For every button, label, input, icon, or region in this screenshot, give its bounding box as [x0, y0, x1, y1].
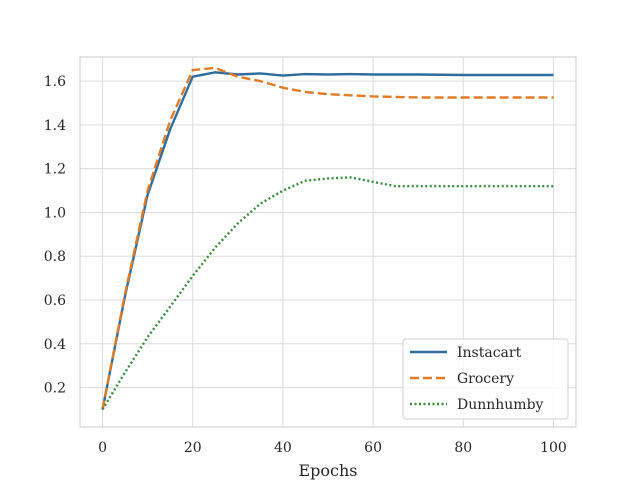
x-tick-label: 80: [454, 440, 472, 456]
gridlines: [80, 57, 576, 427]
series-line-dunnhumby: [101, 176, 554, 411]
x-tick-label: 60: [364, 440, 382, 456]
y-tick-label: 1.6: [44, 74, 66, 90]
y-tick-label: 0.8: [44, 249, 66, 265]
x-tick-label: 0: [98, 440, 107, 456]
y-tick-label: 1.0: [44, 205, 66, 221]
y-tick-label: 0.4: [44, 337, 66, 353]
plot-frame: [79, 56, 577, 428]
x-tick-label: 20: [184, 440, 202, 456]
x-tick-label: 100: [540, 440, 567, 456]
legend-label-grocery: Grocery: [457, 371, 514, 387]
legend-label-instacart: Instacart: [457, 345, 522, 361]
y-tick-label: 1.2: [44, 162, 66, 178]
legend-box: [402, 338, 569, 420]
x-tick-label: 40: [274, 440, 292, 456]
data-series: [101, 66, 554, 411]
legend-label-dunnhumby: Dunnhumby: [457, 397, 544, 413]
tick-labels: 0 20 40 60 80 100 0.2 0.4 0.6 0.8 1.0 1.2 1.4 1.6: [44, 74, 567, 456]
y-tick-label: 0.2: [44, 381, 66, 397]
y-tick-label: 1.4: [44, 118, 66, 134]
series-line-grocery: [101, 66, 554, 410]
legend: Instacart Grocery Dunnhumby: [402, 338, 569, 420]
series-line-instacart: [101, 71, 554, 410]
x-axis-label: Epochs: [298, 461, 357, 480]
y-tick-label: 0.6: [44, 293, 66, 309]
